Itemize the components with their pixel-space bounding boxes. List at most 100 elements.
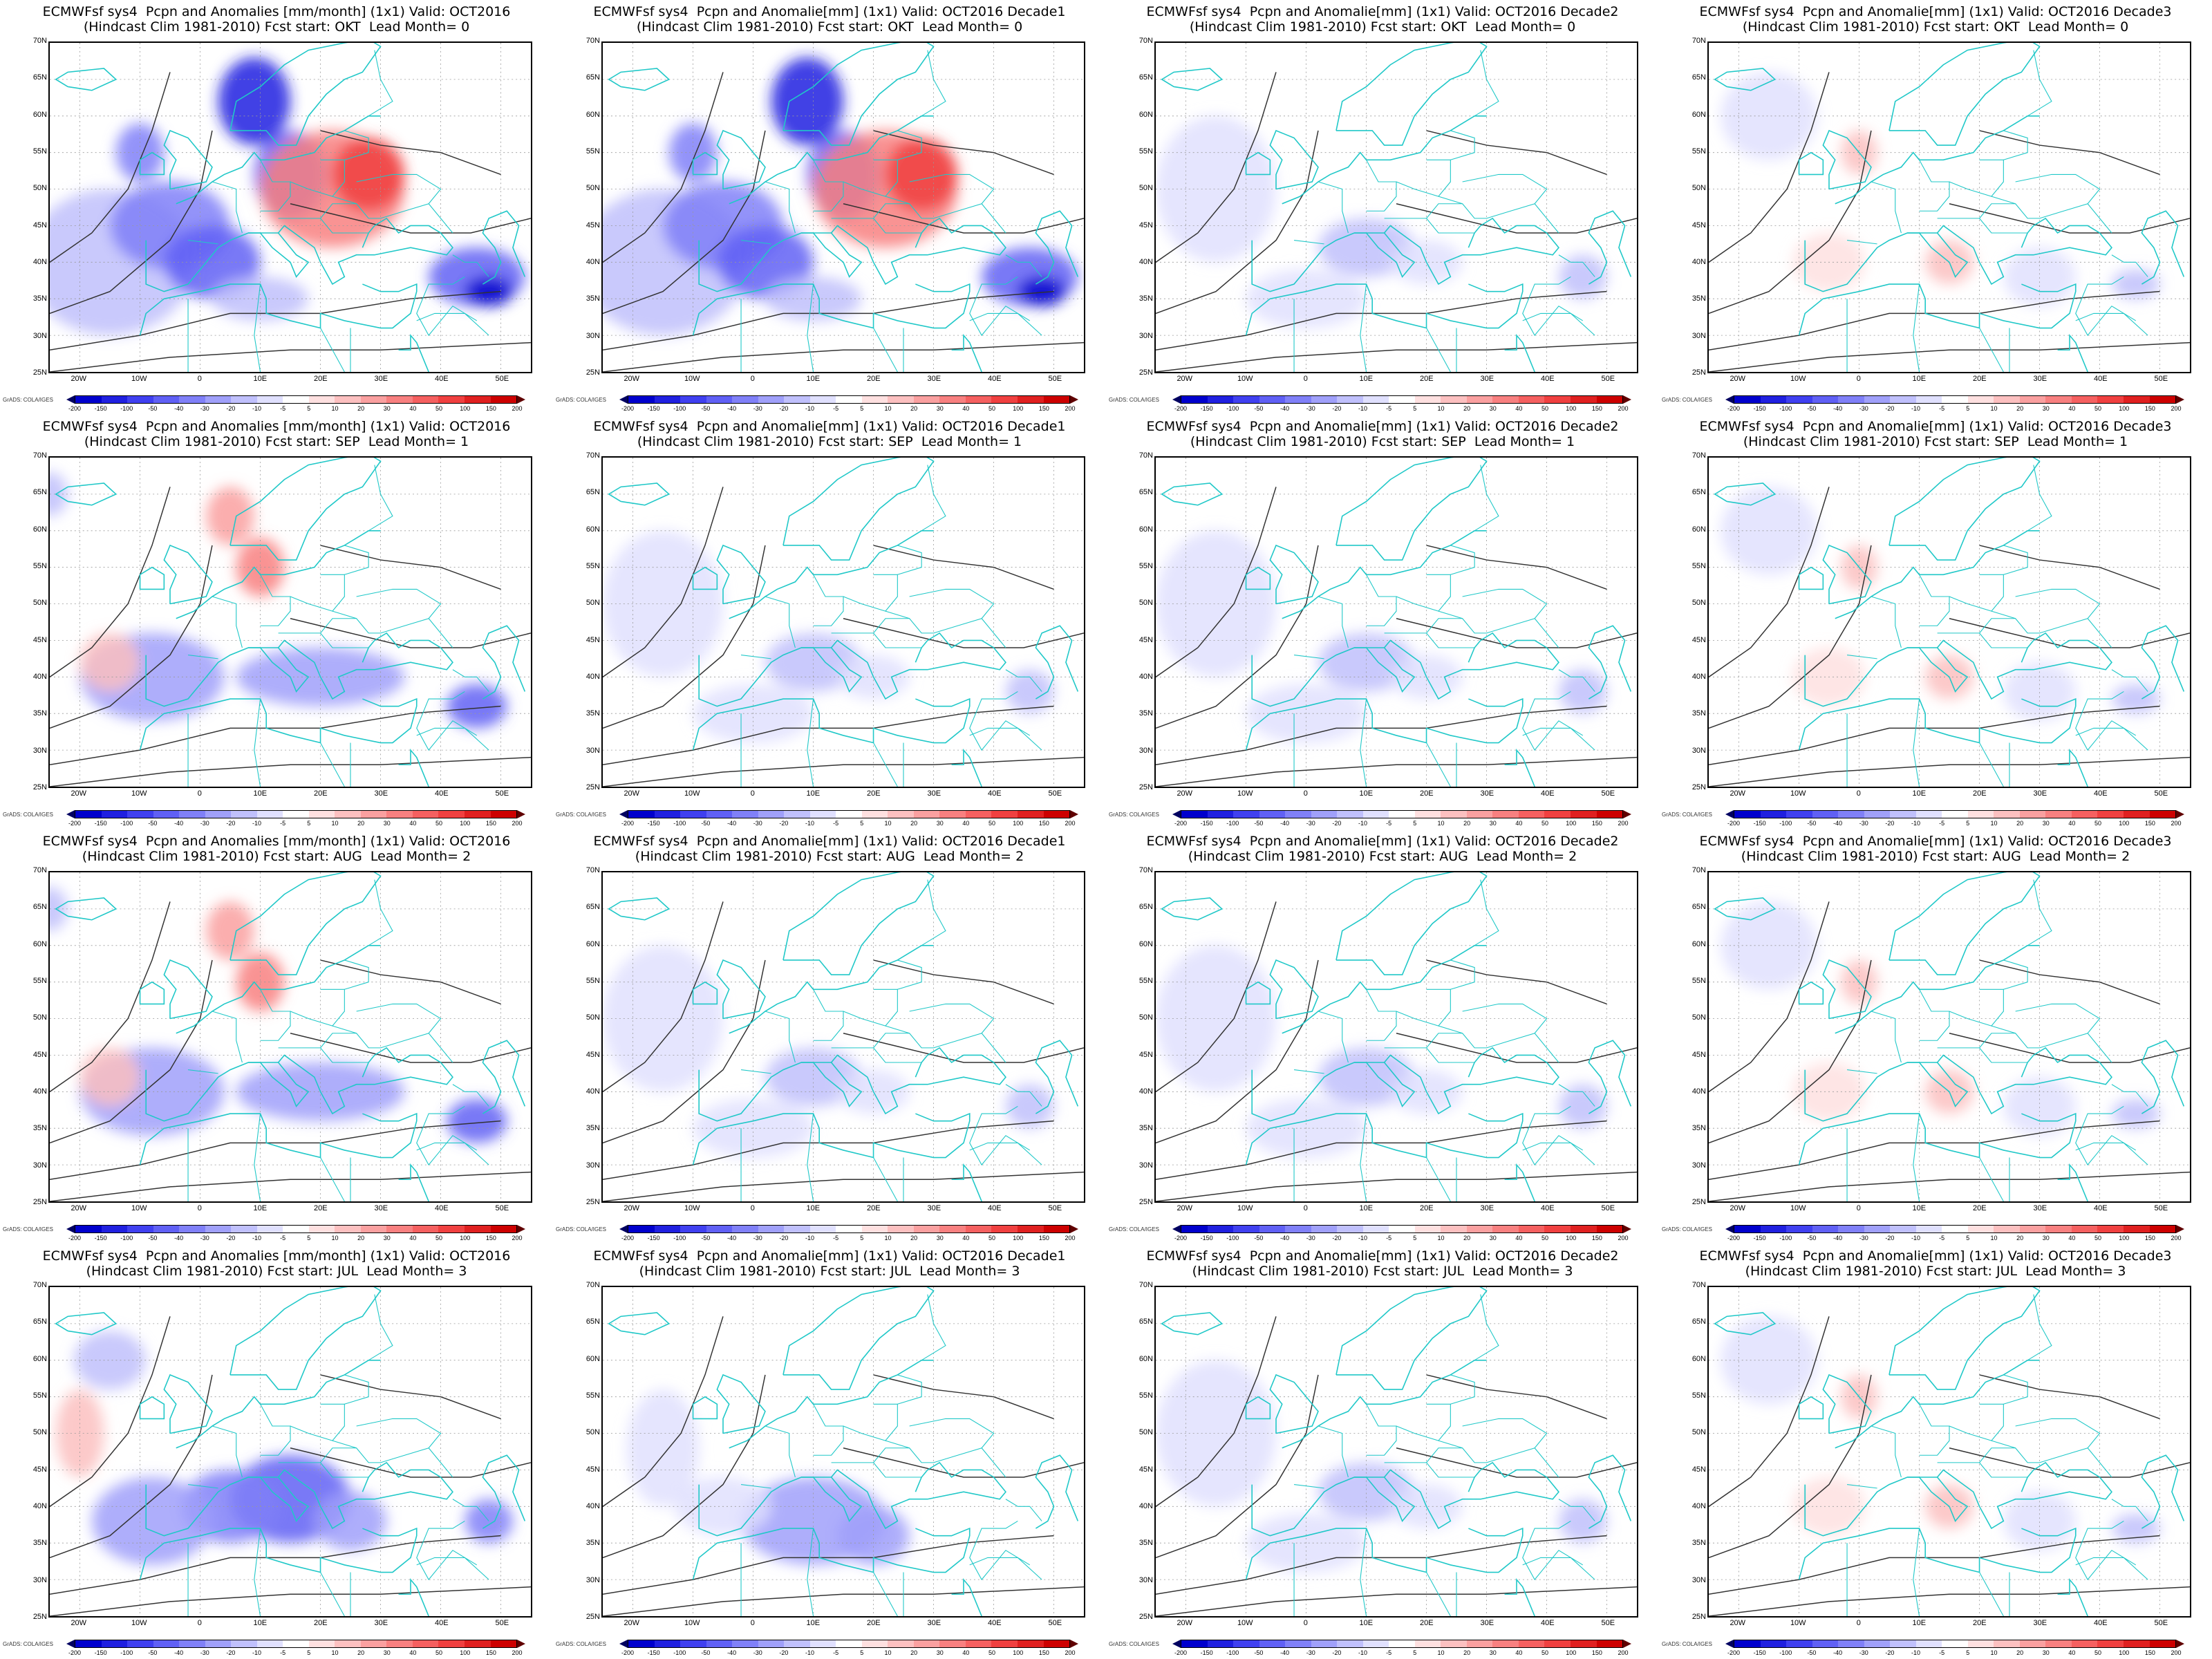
colorbar-tick-label: 20 (1463, 1649, 1471, 1656)
colorbar-swatch (256, 1226, 283, 1232)
country-border (1979, 328, 2004, 372)
longitude-tick-label: 50E (1601, 1204, 1615, 1212)
coastline (915, 697, 971, 707)
longitude-tick-label: 40E (2093, 1204, 2108, 1212)
climatology-contour (1396, 1033, 1637, 1063)
climatology-contour (290, 1033, 531, 1063)
coastline (1035, 1040, 1079, 1114)
country-border (873, 1157, 898, 1201)
colorbar-tick-label: 5 (1966, 1235, 1970, 1241)
colorbar-tick-label: 100 (1013, 820, 1024, 827)
country-border (1949, 159, 2004, 197)
country-border (2003, 1374, 2028, 1405)
colorbar-tick-label: 200 (1065, 1649, 1076, 1656)
colorbar-swatch (335, 1640, 361, 1647)
colorbar-swatch (386, 811, 413, 818)
country-border (1979, 1157, 2004, 1201)
colorbar-swatch (1760, 396, 1787, 403)
climatology-contour (1396, 618, 1637, 648)
colorbar-max-arrow (1623, 1640, 1631, 1648)
latitude-tick-label: 65N (585, 73, 600, 82)
latitude-tick-label: 45N (585, 635, 600, 644)
latitude-tick-label: 55N (32, 1391, 47, 1400)
colorbar-swatch (1389, 1226, 1415, 1232)
coastline (1798, 566, 1824, 590)
colorbar-labels: -200 -150 -100 -50 -40 -30 -20 -10 -5 5 10 20 30 40 50… (1174, 1649, 1629, 1658)
colorbar-tick-label: 150 (485, 1649, 496, 1656)
coastline (145, 217, 453, 292)
colorbar-tick-label: 100 (2119, 820, 2130, 827)
country-border (332, 1418, 442, 1463)
climatology-contour (1156, 1171, 1637, 1201)
colorbar-swatch (1492, 1640, 1519, 1647)
country-border (1293, 1069, 1324, 1074)
latitude-tick-label: 25N (1138, 368, 1153, 377)
colorbar-tick-label: -20 (226, 1649, 236, 1656)
colorbar-labels: -200 -150 -100 -50 -40 -30 -20 -10 -5 5 10 20 30 40 50… (1174, 1235, 1629, 1243)
latitude-tick-label: 60N (585, 525, 600, 534)
colorbar-tick-label: -20 (226, 820, 236, 827)
latitude-tick-label: 30N (585, 1575, 600, 1584)
colorbar-min-arrow (619, 810, 628, 818)
coastline (692, 1396, 718, 1420)
climatology-contour (1426, 545, 1607, 590)
colorbar-tick-label: -5 (1939, 1649, 1945, 1656)
colorbar-tick-label: 5 (307, 405, 311, 412)
colorbar-swatch (308, 811, 335, 818)
colorbar-tick-label: -10 (1911, 1235, 1921, 1241)
colorbar-tick-label: 5 (1966, 405, 1970, 412)
latitude-tick-label: 70N (1138, 866, 1153, 874)
country-border (765, 1011, 796, 1063)
latitude-tick-label: 35N (585, 709, 600, 718)
coastline (163, 1374, 213, 1434)
coastline (2021, 697, 2077, 707)
colorbar-swatch (1942, 1226, 1968, 1232)
colorbar-swatch (386, 1226, 413, 1232)
anomaly-region (79, 632, 140, 692)
country-border (2087, 203, 2112, 234)
colorbar-swatch (438, 1640, 465, 1647)
country-border (290, 159, 345, 197)
grads-credit: GrADS: COLA/IGES (1662, 812, 1712, 818)
country-border (873, 1447, 910, 1463)
longitude-tick-label: 10W (131, 1619, 147, 1627)
colorbar-swatch (1838, 811, 1864, 818)
colorbar-swatch (732, 1226, 758, 1232)
longitude-tick-label: 10E (253, 375, 268, 383)
longitude-tick-label: 0 (1303, 1204, 1308, 1212)
coastline (1269, 129, 1319, 190)
country-border (873, 328, 898, 372)
coastline (2057, 1163, 2088, 1201)
colorbar-swatch (2149, 1226, 2176, 1232)
colorbar-tick-label: 10 (884, 1649, 892, 1656)
coastline (1504, 748, 1535, 787)
latitude-tick-label: 70N (32, 37, 47, 45)
coastline (482, 625, 526, 700)
colorbar-swatch (706, 811, 733, 818)
colorbar-tick-label: -150 (647, 1649, 660, 1656)
longitude-tick-label: 10W (1790, 375, 1806, 383)
colorbar-tick-label: 100 (1566, 1649, 1577, 1656)
colorbar-tick-label: -100 (1226, 820, 1239, 827)
latitude-tick-label: 45N (1691, 635, 1706, 644)
longitude-tick-label: 30E (927, 789, 941, 798)
colorbar-swatch (1259, 1640, 1286, 1647)
colorbar-swatch (2045, 811, 2072, 818)
coastline (1035, 210, 1079, 285)
colorbar-swatch (836, 811, 862, 818)
coastline (2141, 625, 2185, 700)
latitude-tick-label: 25N (1691, 783, 1706, 791)
climatology-contour (843, 1033, 1084, 1063)
latitude-tick-label: 70N (1691, 37, 1706, 45)
country-border (897, 130, 922, 160)
country-border (368, 50, 393, 117)
longitude-tick-label: 10E (1912, 375, 1927, 383)
country-border (1979, 1447, 2016, 1463)
country-border (1005, 1499, 1042, 1521)
country-border (1991, 1418, 2101, 1463)
panel-subtitle: (Hindcast Clim 1981-2010) Fcst start: OK… (1742, 19, 2129, 35)
country-border (1438, 1003, 1548, 1049)
latitude-tick-label: 40N (1691, 1502, 1706, 1510)
coastline (398, 333, 429, 372)
latitude-tick-label: 30N (1138, 1575, 1153, 1584)
